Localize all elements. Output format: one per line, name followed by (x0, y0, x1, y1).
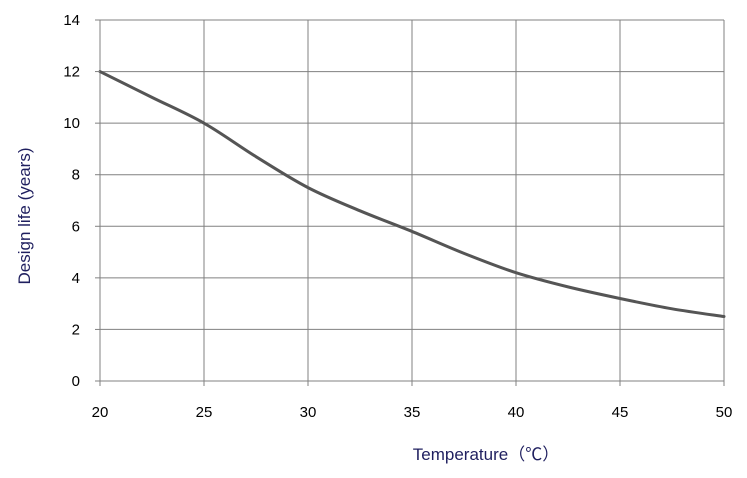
data-point (255, 155, 258, 158)
x-tick-labels: 20 25 30 35 40 45 50 (92, 381, 733, 421)
x-tick-label: 50 (716, 404, 733, 421)
data-point (203, 122, 206, 125)
y-tick-label: 0 (72, 373, 80, 390)
data-point (723, 315, 726, 318)
data-point (671, 307, 674, 310)
x-tick-label: 25 (196, 404, 213, 421)
data-point (567, 285, 570, 288)
series-layer (98, 70, 726, 319)
x-tick-label: 40 (508, 404, 525, 421)
x-tick-label: 30 (300, 404, 317, 421)
y-tick-label: 4 (72, 270, 80, 287)
data-point (307, 186, 310, 189)
series-line (98, 70, 726, 319)
x-tick-label: 45 (612, 404, 629, 421)
y-tick-label: 6 (72, 218, 80, 235)
data-point (619, 297, 622, 300)
grid-lines (99, 19, 725, 382)
x-tick-label: 35 (404, 404, 421, 421)
y-tick-labels: 0 2 4 6 8 10 12 14 (63, 12, 100, 390)
y-tick-label: 2 (72, 321, 80, 338)
y-tick-label: 10 (63, 115, 80, 132)
data-point (151, 96, 154, 99)
y-axis-title: Design life (years) (15, 148, 34, 285)
x-axis-title: Temperature（℃） (413, 445, 559, 464)
data-point (463, 252, 466, 255)
data-point (359, 209, 362, 212)
y-tick-label: 12 (63, 64, 80, 81)
y-tick-label: 8 (72, 167, 80, 184)
data-point (515, 271, 518, 274)
y-tick-label: 14 (63, 12, 80, 29)
data-point (411, 230, 414, 233)
x-tick-label: 20 (92, 404, 109, 421)
